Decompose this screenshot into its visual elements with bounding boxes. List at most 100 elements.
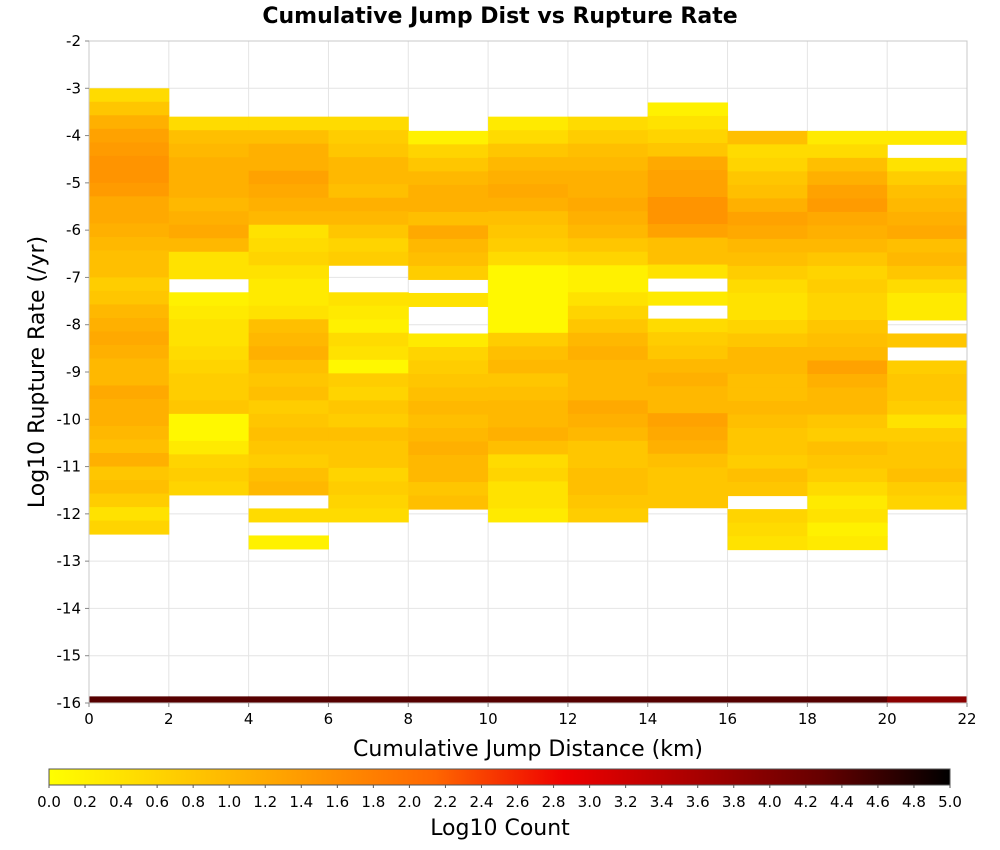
- heatmap-cell: [328, 346, 409, 361]
- heatmap-cell: [248, 440, 329, 455]
- heatmap-cell: [328, 440, 409, 455]
- heatmap-cell: [168, 696, 250, 703]
- heatmap-cell: [168, 373, 250, 388]
- heatmap-cell: [89, 493, 170, 508]
- chart-title: Cumulative Jump Dist vs Rupture Rate: [262, 4, 737, 29]
- colorbar-tick-label: 3.0: [578, 793, 602, 811]
- heatmap-cell: [488, 332, 569, 347]
- y-tick-label: -2: [66, 32, 81, 50]
- heatmap-cells: [89, 88, 968, 703]
- heatmap-cell: [807, 401, 888, 416]
- heatmap-cell: [727, 265, 808, 280]
- heatmap-cell: [807, 428, 888, 443]
- heatmap-cell: [89, 331, 170, 346]
- heatmap-cell: [89, 453, 170, 468]
- heatmap-cell: [567, 184, 649, 199]
- heatmap-cell: [647, 332, 729, 347]
- heatmap-cell: [727, 482, 808, 497]
- y-tick-label: -7: [66, 268, 81, 286]
- heatmap-cell: [89, 88, 170, 103]
- heatmap-cell: [488, 346, 569, 361]
- heatmap-cell: [727, 130, 808, 145]
- heatmap-cell: [408, 333, 489, 348]
- heatmap-cell: [408, 441, 489, 456]
- x-tick-label: 20: [878, 710, 897, 728]
- heatmap-cell: [248, 359, 329, 374]
- colorbar-tick-label: 1.2: [253, 793, 277, 811]
- heatmap-cell: [248, 143, 329, 158]
- heatmap-cell: [89, 399, 170, 414]
- heatmap-cell: [488, 481, 569, 496]
- colorbar-tick-label: 2.6: [506, 793, 530, 811]
- heatmap-cell: [328, 130, 409, 145]
- heatmap-cell: [328, 197, 409, 212]
- heatmap-cell: [567, 319, 649, 334]
- heatmap-cell: [168, 346, 250, 361]
- heatmap-cell: [887, 306, 968, 321]
- heatmap-cell: [89, 371, 170, 386]
- heatmap-cell: [488, 467, 569, 482]
- heatmap-cell: [488, 319, 569, 334]
- heatmap-cell: [807, 509, 888, 524]
- heatmap-cell: [727, 414, 808, 429]
- heatmap-cell: [807, 292, 888, 307]
- colorbar-bar: [48, 768, 951, 786]
- heatmap-cell: [567, 508, 649, 523]
- heatmap-cell: [567, 440, 649, 455]
- heatmap-cell: [408, 401, 489, 416]
- heatmap-cell: [89, 209, 170, 224]
- heatmap-cell: [647, 197, 729, 212]
- colorbar-tick-label: 1.0: [217, 793, 241, 811]
- y-tick-label: -6: [66, 221, 81, 239]
- heatmap-cell: [248, 332, 329, 347]
- heatmap-cell: [647, 399, 729, 414]
- heatmap-cell: [647, 143, 729, 158]
- heatmap-cell: [408, 238, 489, 253]
- heatmap-cell: [89, 304, 170, 319]
- heatmap-cell: [328, 508, 409, 523]
- heatmap-cell: [727, 441, 808, 456]
- heatmap-cell: [807, 198, 888, 213]
- heatmap-cell: [647, 453, 729, 468]
- heatmap-cell: [328, 494, 409, 509]
- heatmap-cell: [727, 522, 808, 537]
- heatmap-cell: [408, 144, 489, 159]
- heatmap-cell: [168, 413, 250, 428]
- heatmap-cell: [887, 184, 968, 199]
- heatmap-cell: [248, 467, 329, 482]
- heatmap-cell: [89, 344, 170, 359]
- heatmap-cell: [647, 183, 729, 198]
- heatmap-cell: [807, 130, 888, 145]
- heatmap-cell: [807, 238, 888, 253]
- heatmap-cell: [807, 696, 888, 703]
- heatmap-cell: [887, 360, 968, 375]
- heatmap-cell: [727, 171, 808, 186]
- heatmap-cell: [647, 237, 729, 252]
- y-tick-label: -3: [66, 79, 81, 97]
- heatmap-cell: [488, 130, 569, 145]
- heatmap-cell: [488, 143, 569, 158]
- heatmap-cell: [807, 455, 888, 470]
- y-tick-label: -12: [57, 505, 82, 523]
- colorbar-tick-label: 5.0: [938, 793, 962, 811]
- colorbar-tick-label: 4.0: [758, 793, 782, 811]
- colorbar-tick-label: 4.6: [866, 793, 890, 811]
- heatmap-cell: [328, 386, 409, 401]
- heatmap-cell: [488, 427, 569, 442]
- heatmap-cell: [89, 439, 170, 454]
- heatmap-cell: [488, 184, 569, 199]
- heatmap-cell: [408, 428, 489, 443]
- heatmap-cell: [727, 198, 808, 213]
- heatmap-cell: [727, 279, 808, 294]
- heatmap-cell: [567, 696, 649, 703]
- heatmap-cell: [567, 413, 649, 428]
- colorbar-tick-label: 0.2: [73, 793, 97, 811]
- heatmap-cell: [408, 225, 489, 240]
- heatmap-cell: [807, 360, 888, 375]
- heatmap-cell: [89, 358, 170, 373]
- heatmap-cell: [887, 482, 968, 497]
- colorbar-tick-label: 1.4: [289, 793, 313, 811]
- heatmap-cell: [408, 252, 489, 267]
- colorbar-tick-label: 2.8: [542, 793, 566, 811]
